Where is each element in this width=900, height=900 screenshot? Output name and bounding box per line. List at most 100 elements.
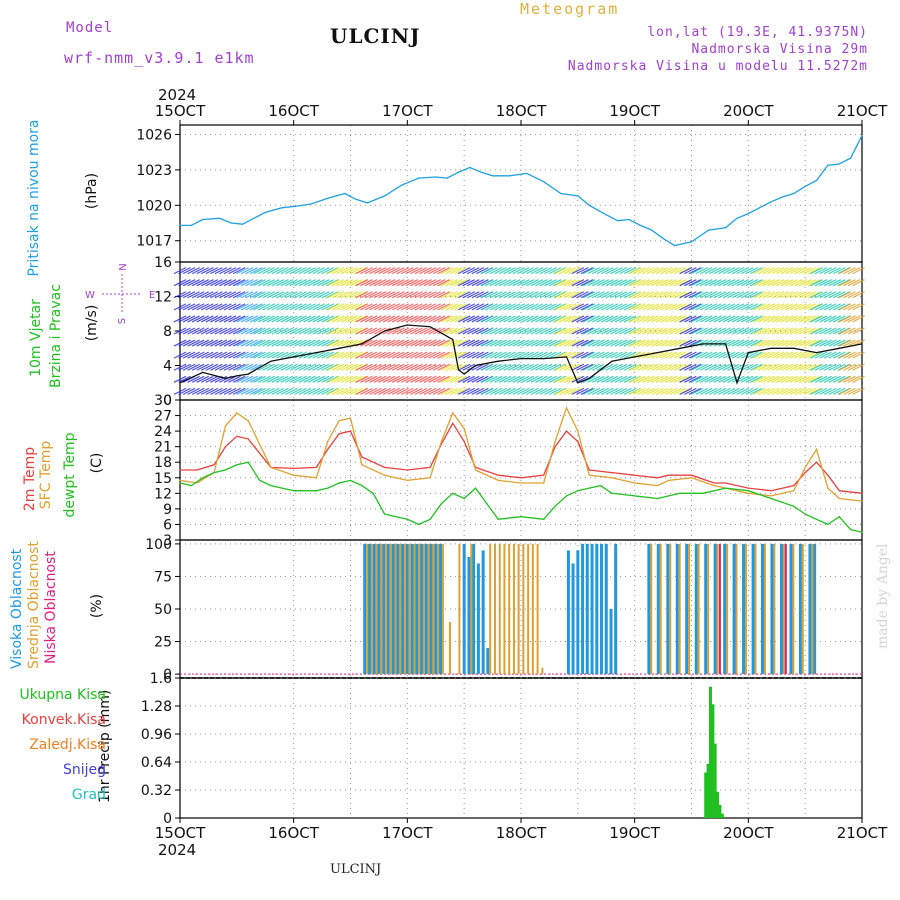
wind-arrow — [214, 327, 228, 335]
wind-arrow — [544, 375, 557, 383]
wind-arrow — [223, 303, 237, 311]
wind-arrow — [695, 303, 708, 311]
wind-arrow — [623, 267, 637, 275]
wind-arrow — [236, 363, 249, 371]
wind-arrow — [512, 267, 525, 275]
wind-arrow — [619, 279, 632, 287]
wind-point — [406, 324, 408, 326]
cloud-bar-1 — [811, 543, 814, 675]
wind-arrow — [219, 339, 232, 347]
wind-arrow — [440, 291, 454, 299]
temperature-point — [861, 500, 863, 502]
wind-arrow — [312, 327, 325, 335]
wind-arrow — [432, 267, 446, 275]
temperature-point — [679, 492, 681, 494]
wind-arrow — [727, 327, 740, 335]
wind-arrow — [440, 315, 454, 323]
temperature-point — [338, 482, 340, 484]
wind-arrow — [517, 363, 530, 371]
cloud-bar-1 — [394, 543, 397, 675]
wind-arrow — [554, 279, 568, 287]
wind-arrow — [750, 339, 763, 347]
wind-arrow — [369, 351, 382, 359]
wind-arrow — [201, 279, 214, 287]
wind-arrow — [767, 291, 780, 299]
wind-arrow — [785, 315, 798, 323]
pressure-point — [759, 207, 761, 209]
wind-arrow — [713, 351, 727, 359]
wind-arrow — [414, 387, 428, 395]
wind-arrow — [731, 279, 745, 287]
wind-arrow — [449, 267, 463, 275]
wind-arrow — [445, 375, 458, 383]
wind-arrow — [843, 363, 856, 371]
wind-arrow — [605, 327, 619, 335]
wind-arrow — [722, 339, 736, 347]
wind-arrow — [466, 351, 480, 359]
wind-arrow — [571, 327, 585, 335]
wind-arrow — [340, 351, 354, 359]
wind-point — [236, 375, 238, 377]
wind-arrow — [632, 291, 646, 299]
wind-arrow — [466, 327, 480, 335]
wind-arrow — [360, 339, 373, 347]
wind-arrow — [852, 351, 865, 359]
wind-arrow — [289, 291, 303, 299]
wind-arrow — [810, 351, 823, 359]
wind-arrow — [387, 267, 400, 275]
wind-arrow — [794, 351, 807, 359]
wind-arrow — [387, 279, 400, 287]
wind-arrow — [355, 363, 369, 371]
wind-arrow — [745, 303, 759, 311]
pressure-point — [770, 201, 772, 203]
wind-arrow — [559, 315, 572, 323]
wind-arrow — [767, 339, 780, 347]
wind-arrow — [316, 351, 330, 359]
wind-arrow — [414, 267, 428, 275]
temperature-point — [861, 531, 863, 533]
wind-arrow — [789, 339, 803, 347]
wind-arrow — [587, 351, 601, 359]
wind-arrow — [526, 303, 539, 311]
wind-arrow — [718, 339, 731, 347]
wind-arrow — [345, 315, 358, 323]
wind-arrow — [669, 387, 682, 395]
wind-arrow — [457, 327, 471, 335]
wind-arrow — [838, 351, 852, 359]
wind-arrow — [378, 387, 391, 395]
wind-arrow — [628, 375, 641, 383]
wind-arrow — [336, 279, 349, 287]
wind-arrow — [596, 279, 610, 287]
wind-arrow — [391, 363, 405, 371]
wind-arrow — [690, 375, 704, 383]
wind-arrow — [576, 303, 589, 311]
cloud-bar-0 — [462, 543, 466, 675]
temperature-point — [668, 474, 670, 476]
temperature-point — [224, 469, 227, 471]
wind-arrow — [740, 279, 754, 287]
wind-arrow — [709, 327, 722, 335]
wind-arrow — [838, 291, 852, 299]
wind-arrow — [355, 267, 369, 275]
pressure-point — [509, 175, 511, 177]
wind-arrow — [601, 303, 614, 311]
wind-arrow — [614, 363, 628, 371]
wind-arrow — [664, 303, 678, 311]
wind-arrow — [336, 363, 349, 371]
wind-arrow — [471, 291, 485, 299]
wind-point — [247, 373, 249, 375]
wind-arrow — [223, 363, 237, 371]
wind-arrow — [289, 267, 303, 275]
wind-arrow — [449, 327, 463, 335]
wind-arrow — [718, 279, 731, 287]
wind-arrow — [679, 279, 693, 287]
wind-arrow — [228, 339, 241, 347]
temperature-point — [236, 412, 238, 414]
wind-arrow — [535, 303, 548, 311]
wind-arrow — [623, 375, 637, 383]
wind-arrow — [178, 327, 191, 335]
temperature-point — [327, 448, 329, 450]
wind-point — [588, 377, 590, 380]
wind-arrow — [232, 351, 246, 359]
wind-arrow — [679, 315, 693, 323]
